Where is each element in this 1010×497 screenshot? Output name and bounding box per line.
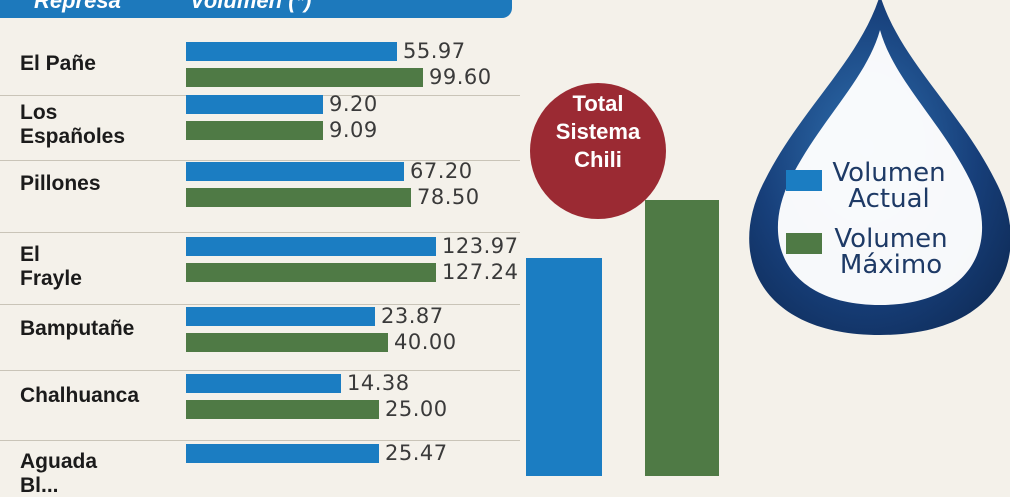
dam-name: Españoles xyxy=(20,125,126,148)
legend-actual-line-1: Volumen xyxy=(832,158,946,188)
legend-actual-swatch xyxy=(786,170,822,191)
legend-maximo-swatch xyxy=(786,233,822,254)
total-label-line-3: Chili xyxy=(574,147,622,172)
bar-maximo xyxy=(186,121,323,140)
dam-name: Pillones xyxy=(20,172,101,195)
header-represa: Represa xyxy=(34,0,121,13)
total-actual-bar xyxy=(526,258,602,476)
value-actual: 67.20 xyxy=(410,159,473,183)
value-actual: 23.87 xyxy=(381,304,444,328)
value-actual: 55.97 xyxy=(403,39,466,63)
value-actual: 9.20 xyxy=(329,92,378,116)
total-label-line-2: Sistema xyxy=(555,119,641,144)
dam-name: Chalhuanca xyxy=(20,384,140,407)
dam-name: Los xyxy=(20,101,58,124)
value-maximo: 127.24 xyxy=(442,260,519,284)
row-separator xyxy=(0,370,520,371)
dam-name: El Pañe xyxy=(20,52,96,75)
value-maximo: 9.09 xyxy=(329,118,378,142)
legend-actual-line-2: Actual xyxy=(848,184,930,214)
bar-maximo xyxy=(186,263,436,282)
bar-actual xyxy=(186,444,379,463)
value-actual: 25.47 xyxy=(385,441,448,465)
row-separator xyxy=(0,440,520,441)
value-actual: 123.97 xyxy=(442,234,519,258)
value-maximo: 99.60 xyxy=(429,65,492,89)
legend-maximo-line-1: Volumen xyxy=(834,224,948,254)
bar-maximo xyxy=(186,68,423,87)
dam-name: Aguada xyxy=(20,450,98,473)
value-maximo: 40.00 xyxy=(394,330,457,354)
water-drop-inner xyxy=(777,30,983,305)
legend-maximo-line-2: Máximo xyxy=(839,250,943,280)
bar-actual xyxy=(186,162,404,181)
row-separator xyxy=(0,304,520,305)
dam-name: Frayle xyxy=(20,267,82,290)
value-maximo: 25.00 xyxy=(385,397,448,421)
bar-actual xyxy=(186,95,323,114)
value-maximo: 78.50 xyxy=(417,185,480,209)
total-sistema-circle xyxy=(530,83,666,219)
bar-actual xyxy=(186,237,436,256)
header-volumen: Volumen (*) xyxy=(190,0,312,13)
table-header xyxy=(0,0,512,18)
value-actual: 14.38 xyxy=(347,371,410,395)
dam-name: Bamputañe xyxy=(20,317,135,340)
bar-actual xyxy=(186,374,341,393)
dam-name: Bl... xyxy=(20,474,59,497)
bar-actual xyxy=(186,42,397,61)
bar-maximo xyxy=(186,333,388,352)
bar-maximo xyxy=(186,188,411,207)
bar-actual xyxy=(186,307,375,326)
row-separator xyxy=(0,160,520,161)
bar-maximo xyxy=(186,400,379,419)
row-separator xyxy=(0,232,520,233)
dam-name: El xyxy=(20,243,40,266)
total-maximo-bar xyxy=(645,200,719,476)
total-label-line-1: Total xyxy=(572,91,624,116)
